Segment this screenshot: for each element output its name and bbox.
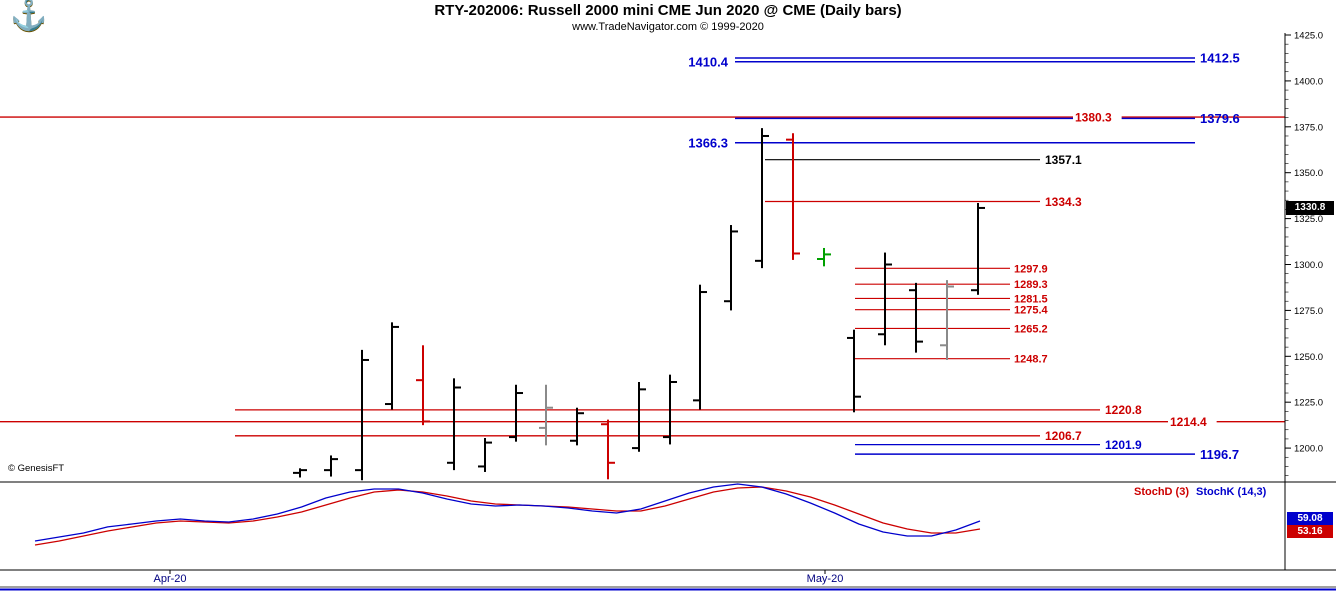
price-level-label: 1412.5 <box>1200 51 1240 66</box>
axis-tick-label: 1200.0 <box>1294 444 1323 455</box>
axis-tick-label: 1425.0 <box>1294 31 1323 42</box>
axis-tick-label: 1375.0 <box>1294 122 1323 133</box>
stoch-line-red <box>34 486 981 546</box>
price-level-label: 1214.4 <box>1170 415 1207 429</box>
price-level-label: 1220.8 <box>1105 403 1142 417</box>
price-level-label: 1357.1 <box>1045 153 1082 167</box>
chart-title: RTY-202006: Russell 2000 mini CME Jun 20… <box>434 2 902 19</box>
price-level-label: 1196.7 <box>1200 447 1239 462</box>
axis-tick-label: 1250.0 <box>1294 352 1323 363</box>
level-label-background <box>1168 414 1217 429</box>
last-price-tag: 1330.8 <box>1286 201 1334 215</box>
price-level-label: 1201.9 <box>1105 438 1142 452</box>
price-level-label: 1248.7 <box>1014 354 1048 366</box>
price-level-label: 1366.3 <box>688 135 728 150</box>
price-level-label: 1410.4 <box>688 54 729 69</box>
stochd-value-tag: 53.16 <box>1287 525 1333 538</box>
x-axis-label[interactable]: May-20 <box>807 573 844 585</box>
price-level-label: 1380.3 <box>1075 110 1112 124</box>
stochk-value-tag: 59.08 <box>1287 512 1333 525</box>
genesis-logo-icon: ⚓ <box>10 0 48 32</box>
price-level-label: 1265.2 <box>1014 323 1048 335</box>
axis-tick-label: 1300.0 <box>1294 260 1323 271</box>
price-level-label: 1289.3 <box>1014 279 1048 291</box>
price-level-label: 1281.5 <box>1014 293 1048 305</box>
axis-tick-label: 1225.0 <box>1294 398 1323 409</box>
price-level-label: 1334.3 <box>1045 195 1082 209</box>
axis-tick-label: 1325.0 <box>1294 214 1323 225</box>
axis-tick-label: 1275.0 <box>1294 306 1323 317</box>
price-level-label: 1206.7 <box>1045 429 1082 443</box>
price-level-label: 1297.9 <box>1014 263 1048 275</box>
axis-tick-label: 1400.0 <box>1294 76 1323 87</box>
genesis-watermark: © GenesisFT <box>8 463 65 474</box>
price-level-label: 1379.6 <box>1200 111 1240 126</box>
level-label-background <box>1073 110 1122 125</box>
stochk-indicator-label[interactable]: StochK (14,3) <box>1196 486 1267 498</box>
chart-subtitle-url: www.TradeNavigator.com © 1999-2020 <box>572 21 764 33</box>
x-axis-label[interactable]: Apr-20 <box>153 573 186 585</box>
stoch-line-blue <box>34 483 981 542</box>
price-level-label: 1275.4 <box>1014 305 1049 317</box>
stochd-indicator-label[interactable]: StochD (3) <box>1134 486 1189 498</box>
axis-tick-label: 1350.0 <box>1294 168 1323 179</box>
